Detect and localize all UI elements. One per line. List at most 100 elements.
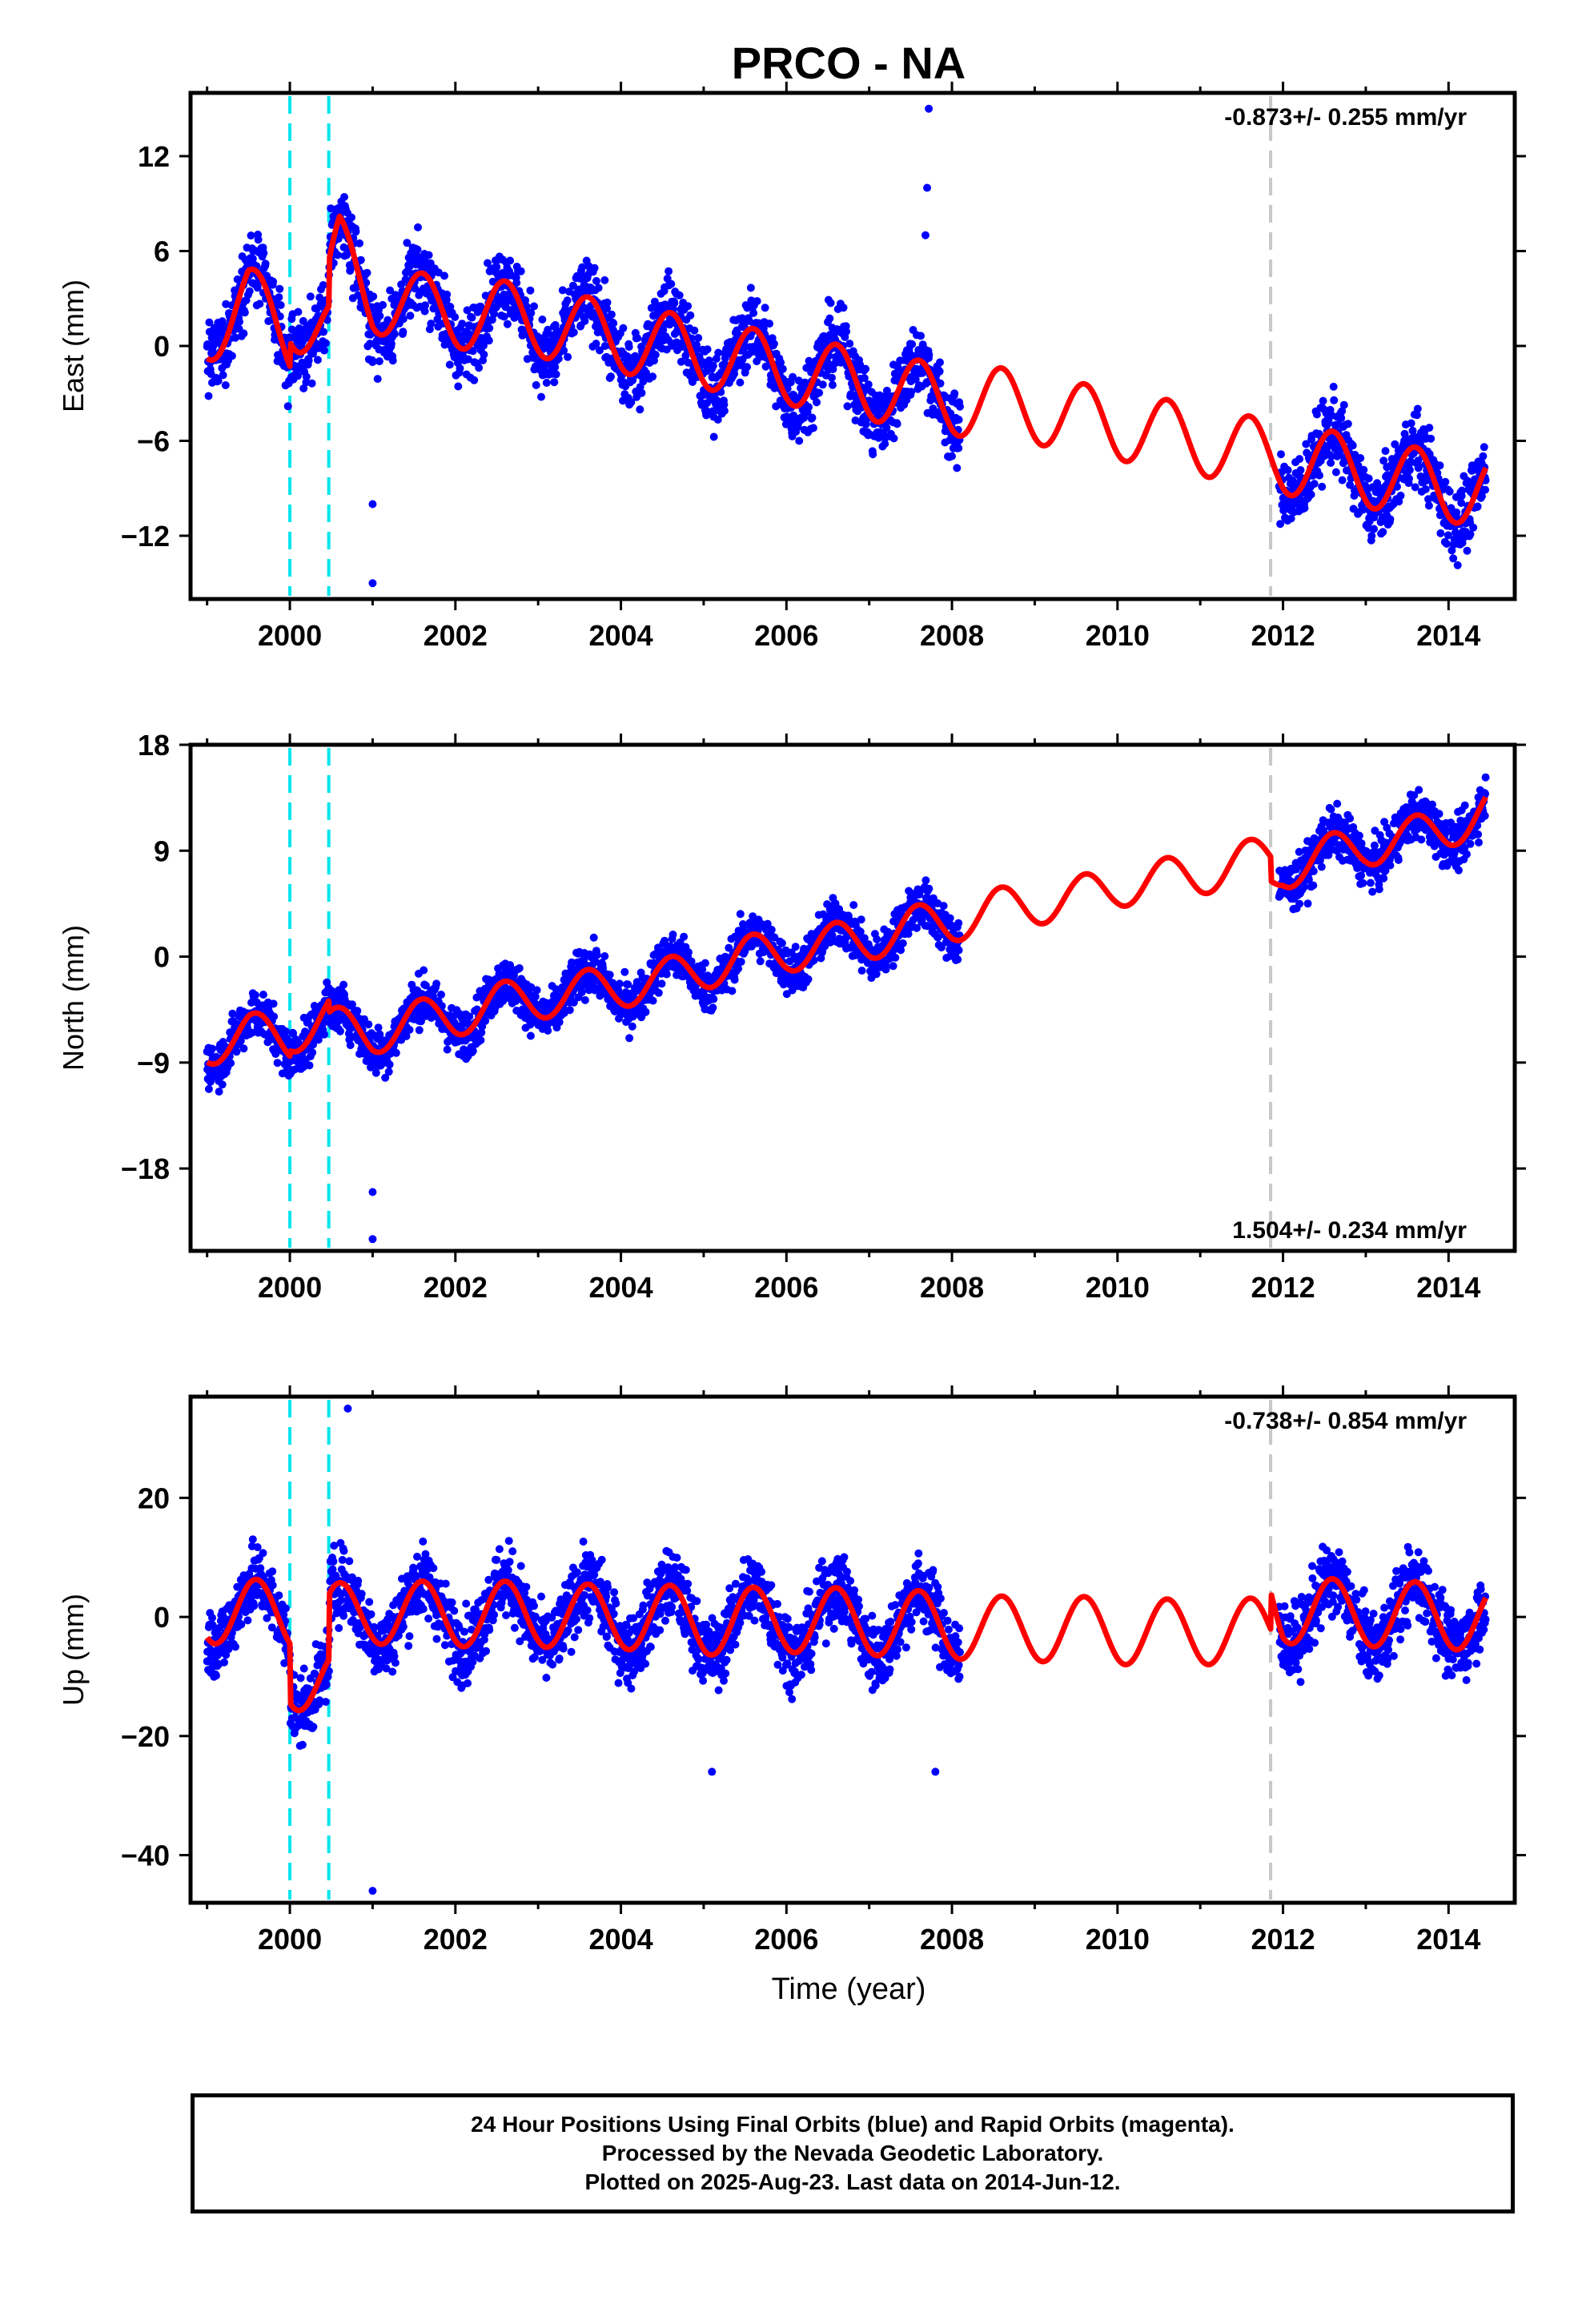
data-point xyxy=(1424,501,1433,510)
data-point xyxy=(429,991,437,1000)
data-point xyxy=(270,1012,279,1021)
data-point xyxy=(564,352,572,361)
data-point xyxy=(399,328,408,336)
data-point xyxy=(753,297,761,305)
data-point xyxy=(1421,485,1430,493)
data-point xyxy=(1324,417,1333,426)
data-point xyxy=(686,311,695,320)
data-point xyxy=(227,352,236,360)
data-point xyxy=(269,277,278,286)
data-point xyxy=(321,339,330,348)
data-point xyxy=(1327,452,1335,460)
data-point xyxy=(1307,490,1315,499)
data-point xyxy=(860,374,869,383)
data-point xyxy=(527,308,536,317)
data-point xyxy=(1425,424,1434,432)
data-point xyxy=(592,276,600,285)
data-point xyxy=(492,263,501,271)
data-point xyxy=(427,1014,436,1022)
x-tick-label: 2012 xyxy=(1251,619,1315,652)
data-point xyxy=(443,290,452,299)
data-point xyxy=(794,376,803,385)
data-point xyxy=(379,300,387,309)
data-point xyxy=(872,970,881,979)
data-point xyxy=(580,995,589,1004)
data-point xyxy=(1329,382,1338,391)
data-point xyxy=(221,381,230,389)
data-point xyxy=(857,967,866,975)
data-point xyxy=(255,300,264,308)
x-tick-label: 2014 xyxy=(1416,619,1480,652)
data-point xyxy=(1330,396,1339,404)
data-point xyxy=(669,931,677,939)
data-point xyxy=(259,249,268,257)
data-point xyxy=(728,987,737,995)
data-point xyxy=(856,927,865,936)
data-point xyxy=(761,304,769,312)
data-point xyxy=(1412,411,1421,420)
data-point xyxy=(891,953,900,962)
data-point xyxy=(1481,485,1490,494)
x-tick-label: 2002 xyxy=(424,619,488,652)
data-point xyxy=(1443,531,1452,540)
data-point xyxy=(375,357,383,366)
data-point xyxy=(709,1003,717,1012)
data-point xyxy=(843,402,852,411)
data-point xyxy=(313,356,322,364)
data-point xyxy=(526,1031,535,1040)
data-point xyxy=(480,350,488,359)
data-point xyxy=(315,293,324,302)
data-point xyxy=(657,979,666,988)
data-point xyxy=(1473,502,1482,511)
data-point xyxy=(737,958,745,966)
data-point xyxy=(1469,523,1478,532)
data-point xyxy=(1425,450,1434,459)
data-point xyxy=(1295,455,1304,464)
data-point xyxy=(414,223,422,231)
data-point xyxy=(1409,449,1418,457)
data-point xyxy=(935,367,944,376)
data-point xyxy=(339,980,348,989)
data-point xyxy=(893,420,901,428)
data-point xyxy=(592,951,601,959)
data-point xyxy=(552,370,560,379)
data-point xyxy=(356,255,365,264)
data-point xyxy=(259,991,267,999)
data-point xyxy=(680,932,689,941)
data-point xyxy=(215,1088,223,1096)
data-point xyxy=(569,328,578,336)
data-point xyxy=(620,967,629,976)
data-point xyxy=(804,975,813,983)
data-point xyxy=(1445,487,1454,496)
data-point xyxy=(1302,440,1311,448)
data-point xyxy=(713,416,722,424)
data-point xyxy=(948,452,956,460)
data-point xyxy=(353,1007,362,1015)
data-point xyxy=(544,1027,552,1035)
data-point xyxy=(721,354,729,363)
data-point xyxy=(302,372,311,381)
data-point xyxy=(929,404,938,413)
data-point xyxy=(1379,456,1388,465)
data-point xyxy=(205,318,214,327)
data-point xyxy=(477,1028,486,1037)
data-point xyxy=(675,291,684,300)
data-point xyxy=(730,975,739,984)
data-point xyxy=(925,884,934,893)
data-point xyxy=(648,996,657,1005)
data-point xyxy=(386,286,395,295)
data-point xyxy=(809,424,817,432)
data-point xyxy=(1346,480,1355,489)
data-point xyxy=(371,1068,380,1077)
data-point xyxy=(720,407,729,415)
data-point xyxy=(373,375,382,384)
data-point xyxy=(954,919,963,927)
data-point xyxy=(1436,529,1445,537)
data-point xyxy=(1309,881,1318,890)
data-point xyxy=(603,304,611,313)
data-point xyxy=(1283,466,1292,474)
data-point xyxy=(805,403,813,412)
data-point xyxy=(503,320,512,328)
data-point xyxy=(633,334,642,343)
